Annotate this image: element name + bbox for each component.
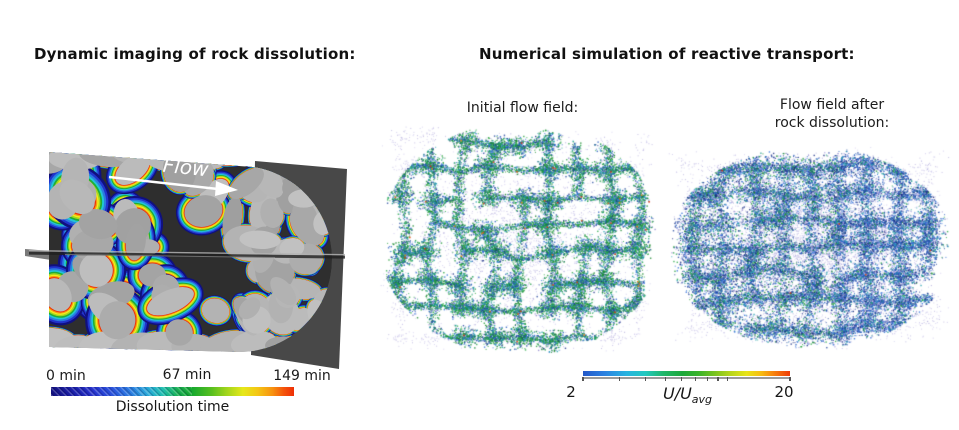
velocity-colorbar-label: U/Uavg xyxy=(662,384,713,407)
right-panel-title: Numerical simulation of reactive transpo… xyxy=(479,45,855,63)
velocity-axis-tick xyxy=(789,377,791,381)
rock-grains xyxy=(49,152,332,352)
after-flow-subtitle-line2: rock dissolution: xyxy=(774,115,890,131)
flow-arrow: Flow xyxy=(108,153,238,196)
flow-label: Flow xyxy=(162,153,211,182)
dissolution-tick-149min: 149 min xyxy=(273,368,331,384)
rock-dissolution-image: Flow xyxy=(25,152,347,369)
flow-arrowhead-icon xyxy=(215,181,238,196)
dissolution-colorbar xyxy=(51,387,294,396)
dissolution-tick-0min: 0 min xyxy=(46,368,86,384)
velocity-axis-tick xyxy=(644,377,647,381)
left-panel-title: Dynamic imaging of rock dissolution: xyxy=(34,45,356,63)
velocity-axis-tick xyxy=(706,377,709,381)
velocity-max-label: 20 xyxy=(774,383,794,401)
slice-seam xyxy=(29,250,345,259)
after-flow-subtitle: Flow field after rock dissolution: xyxy=(748,96,916,132)
velocity-colorbar-baseline xyxy=(583,377,790,379)
after-flow-subtitle-line1: Flow field after xyxy=(779,97,885,113)
initial-flow-field-image xyxy=(374,118,666,360)
dissolution-tick-67min: 67 min xyxy=(162,367,212,383)
after-flow-field-image xyxy=(664,142,956,352)
velocity-axis-tick xyxy=(717,377,719,381)
velocity-axis-tick xyxy=(582,377,584,381)
velocity-axis-tick xyxy=(694,377,697,381)
velocity-min-label: 2 xyxy=(566,383,576,401)
velocity-colorbar-axis xyxy=(582,377,791,381)
initial-flow-subtitle: Initial flow field: xyxy=(466,100,579,116)
velocity-axis-tick xyxy=(680,377,683,381)
velocity-colorbar xyxy=(583,371,790,376)
velocity-axis-tick xyxy=(618,377,621,381)
velocity-axis-tick xyxy=(726,377,729,381)
dissolution-colorbar-label: Dissolution time xyxy=(115,399,230,415)
velocity-axis-tick xyxy=(664,377,667,381)
